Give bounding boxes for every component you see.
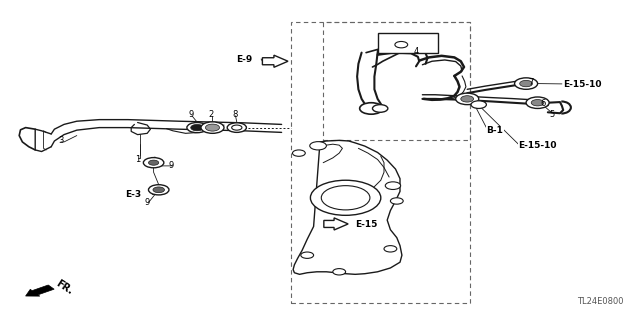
Text: 3: 3 <box>58 136 63 145</box>
Circle shape <box>292 150 305 156</box>
Text: 4: 4 <box>413 47 419 56</box>
Text: B-1: B-1 <box>486 126 503 135</box>
Circle shape <box>227 123 246 132</box>
Circle shape <box>526 97 549 108</box>
Circle shape <box>531 100 544 106</box>
Bar <box>323 22 470 140</box>
Circle shape <box>390 198 403 204</box>
Circle shape <box>321 186 370 210</box>
FancyArrow shape <box>324 218 348 230</box>
Circle shape <box>395 41 408 48</box>
Text: 1: 1 <box>135 155 140 164</box>
Text: E-3: E-3 <box>125 190 141 199</box>
Circle shape <box>201 122 224 133</box>
Circle shape <box>191 124 204 131</box>
Circle shape <box>333 269 346 275</box>
Text: E-15: E-15 <box>355 220 378 229</box>
Text: 6: 6 <box>540 99 545 108</box>
FancyArrow shape <box>262 55 288 67</box>
Circle shape <box>310 142 326 150</box>
Text: E-15-10: E-15-10 <box>563 80 602 89</box>
Bar <box>378 33 438 53</box>
Circle shape <box>372 105 388 112</box>
Bar <box>291 22 470 303</box>
Circle shape <box>148 185 169 195</box>
Circle shape <box>143 158 164 168</box>
Text: E-15-10: E-15-10 <box>518 141 557 150</box>
Circle shape <box>360 103 383 114</box>
Text: 8: 8 <box>233 110 238 119</box>
Circle shape <box>148 160 159 165</box>
Circle shape <box>310 180 381 215</box>
Text: E-9: E-9 <box>237 55 253 63</box>
Circle shape <box>461 96 474 102</box>
Text: 2: 2 <box>209 110 214 119</box>
Circle shape <box>153 187 164 193</box>
Text: 5: 5 <box>550 110 555 119</box>
Circle shape <box>520 80 532 87</box>
Text: 7: 7 <box>529 78 534 87</box>
Circle shape <box>385 182 401 189</box>
Circle shape <box>187 122 207 133</box>
Text: 9: 9 <box>188 110 193 119</box>
Text: 9: 9 <box>169 161 174 170</box>
Circle shape <box>232 125 242 130</box>
Text: FR.: FR. <box>54 278 75 297</box>
Circle shape <box>384 246 397 252</box>
FancyArrow shape <box>26 285 54 296</box>
Circle shape <box>471 101 486 108</box>
Circle shape <box>205 124 220 131</box>
Text: 9: 9 <box>145 198 150 207</box>
Text: TL24E0800: TL24E0800 <box>577 297 624 306</box>
Circle shape <box>515 78 538 89</box>
Circle shape <box>301 252 314 258</box>
Circle shape <box>456 93 479 105</box>
